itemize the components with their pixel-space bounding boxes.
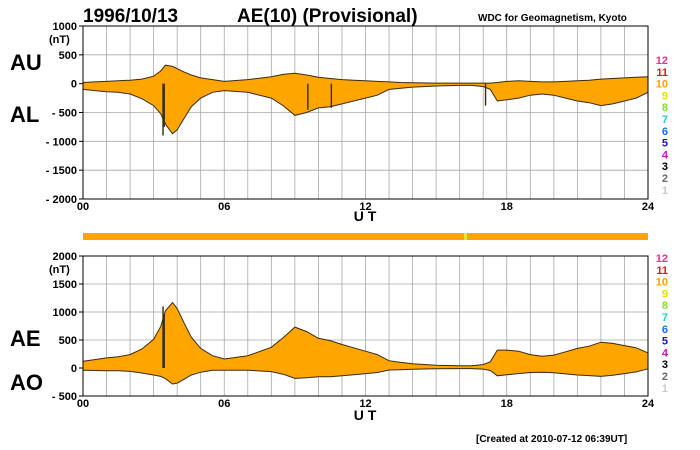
y-tick-label: 1500 bbox=[53, 279, 77, 291]
ae-ao-xlabel: U T bbox=[354, 407, 377, 423]
x-tick-label: 00 bbox=[77, 201, 89, 213]
plot-frame bbox=[82, 255, 649, 397]
y-tick-label: - 500 bbox=[52, 391, 77, 403]
station-count-label: 3 bbox=[662, 359, 668, 371]
x-tick-label: 24 bbox=[642, 201, 655, 213]
x-tick-label: 06 bbox=[218, 398, 230, 410]
station-count-label: 7 bbox=[662, 312, 668, 324]
date-title: 1996/10/13 bbox=[83, 6, 178, 27]
station-count-label: 11 bbox=[656, 67, 668, 79]
station-count-bar-marker bbox=[464, 233, 467, 240]
au-label: AU bbox=[10, 50, 42, 75]
x-tick-label: 24 bbox=[642, 398, 655, 410]
series-line-au bbox=[82, 64, 649, 84]
chart-title: AE(10) (Provisional) bbox=[237, 6, 418, 27]
x-tick-label: 06 bbox=[218, 201, 230, 213]
y-tick-label: 1000 bbox=[53, 307, 77, 319]
au-al-area bbox=[82, 64, 649, 136]
x-tick-label: 12 bbox=[359, 398, 371, 410]
station-count-label: 9 bbox=[662, 288, 668, 300]
station-count-label: 1 bbox=[662, 185, 668, 197]
station-count-label: 12 bbox=[656, 253, 668, 265]
y-tick-label: 500 bbox=[59, 50, 77, 62]
station-count-label: 4 bbox=[662, 347, 669, 359]
station-count-label: 4 bbox=[662, 149, 669, 161]
ae-ao-unit-label: (nT) bbox=[49, 264, 70, 276]
envelope-fill bbox=[83, 65, 648, 134]
series-line-ao bbox=[82, 368, 649, 385]
y-tick-label: 2000 bbox=[53, 251, 77, 263]
station-count-label: 6 bbox=[662, 324, 668, 336]
y-tick-label: - 1000 bbox=[46, 136, 77, 148]
al-label: AL bbox=[10, 102, 39, 127]
series-line-ae bbox=[82, 301, 649, 367]
station-count-label: 8 bbox=[662, 300, 668, 312]
x-tick-label: 00 bbox=[77, 398, 89, 410]
y-tick-label: 500 bbox=[59, 335, 77, 347]
au-al-xlabel: U T bbox=[354, 208, 377, 224]
station-count-label: 10 bbox=[656, 277, 668, 289]
station-count-label: 2 bbox=[662, 371, 668, 383]
station-count-label: 8 bbox=[662, 102, 668, 114]
y-tick-label: - 2000 bbox=[46, 194, 77, 206]
station-count-label: 7 bbox=[662, 114, 668, 126]
y-tick-label: - 500 bbox=[52, 108, 77, 120]
station-count-label: 2 bbox=[662, 173, 668, 185]
station-count-label: 12 bbox=[656, 55, 668, 67]
created-timestamp: [Created at 2010-07-12 06:39UT] bbox=[476, 434, 627, 445]
station-count-label: 10 bbox=[656, 79, 668, 91]
y-tick-label: 0 bbox=[71, 363, 77, 375]
station-count-label: 5 bbox=[662, 138, 668, 150]
station-count-label: 11 bbox=[656, 265, 668, 277]
station-count-label: 1 bbox=[662, 383, 668, 395]
station-count-label: 3 bbox=[662, 161, 668, 173]
y-tick-label: 1000 bbox=[53, 21, 77, 33]
station-count-label: 6 bbox=[662, 126, 668, 138]
station-count-bar bbox=[83, 233, 648, 240]
station-count-label: 9 bbox=[662, 90, 668, 102]
source-label: WDC for Geomagnetism, Kyoto bbox=[478, 13, 627, 24]
x-tick-label: 18 bbox=[501, 398, 513, 410]
ao-label: AO bbox=[10, 370, 43, 395]
x-tick-label: 12 bbox=[359, 201, 371, 213]
envelope-fill bbox=[83, 302, 648, 384]
y-tick-label: - 1500 bbox=[46, 165, 77, 177]
series-line-al bbox=[82, 84, 649, 135]
ae-label: AE bbox=[10, 326, 41, 351]
station-count-label: 5 bbox=[662, 336, 668, 348]
ae-ao-area bbox=[82, 301, 649, 385]
y-tick-label: 0 bbox=[71, 79, 77, 91]
x-tick-label: 18 bbox=[501, 201, 513, 213]
au-al-unit-label: (nT) bbox=[49, 34, 70, 46]
